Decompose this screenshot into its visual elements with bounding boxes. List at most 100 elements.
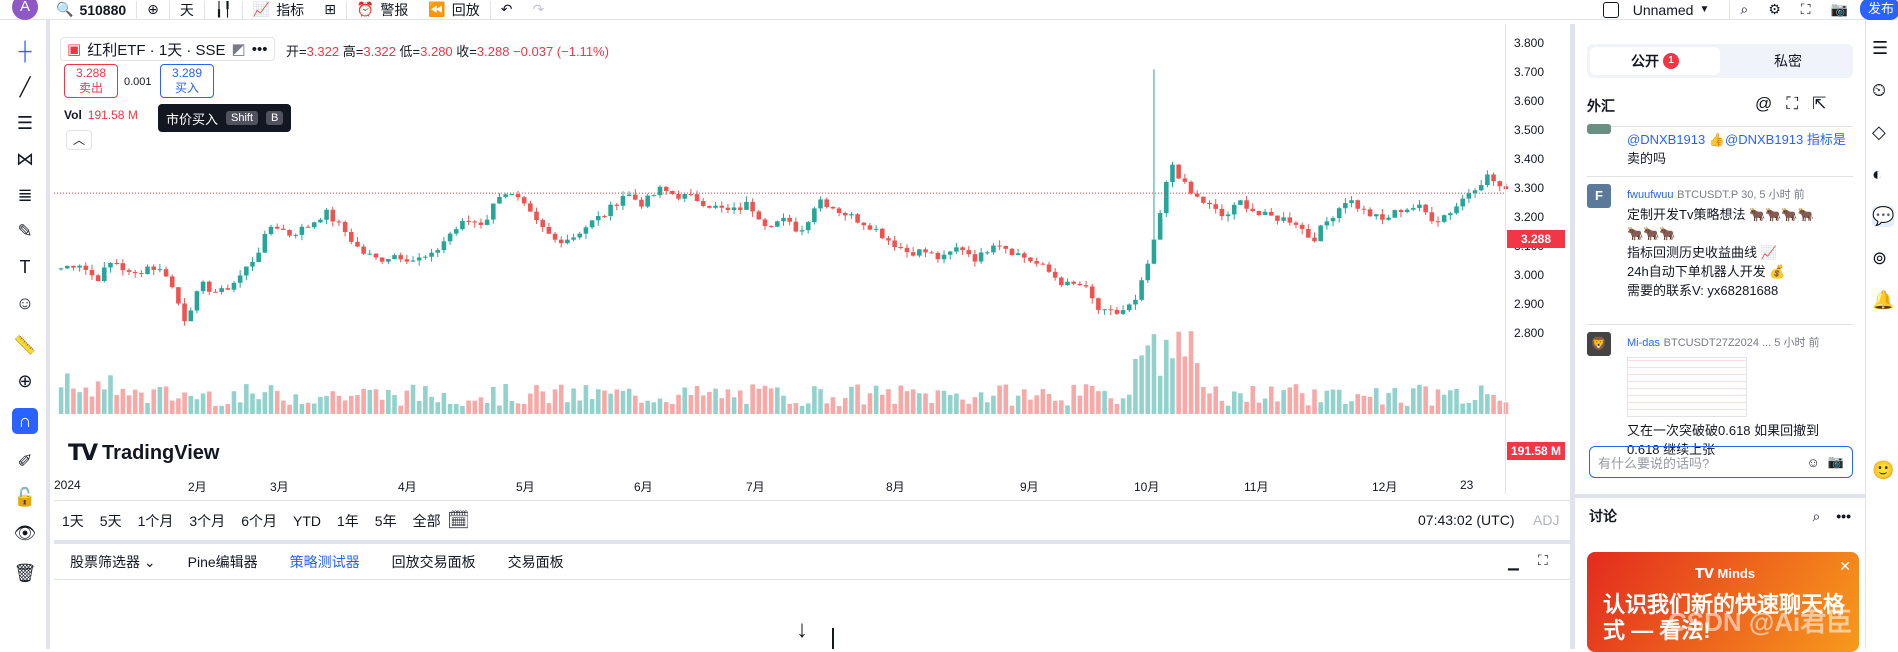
chat-message[interactable]: @DNXB1913 👍@DNXB1913 指标是 卖的吗 [1587, 124, 1853, 168]
chat-message[interactable]: F fwuufwuu BTCUSDT.P 30, 5 小时 前 定制开发Tv策略… [1587, 184, 1853, 300]
bottom-tab[interactable]: 策略测试器 [289, 553, 360, 570]
user-avatar[interactable]: A [12, 0, 38, 20]
adj-toggle[interactable]: ADJ [1533, 512, 1560, 528]
range-button[interactable]: 1个月 [137, 512, 174, 529]
watchlist-icon[interactable]: ☰ [1872, 38, 1889, 58]
fib-icon[interactable]: ≣ [17, 184, 33, 205]
tradingview-logo[interactable]: 𝗧𝗩 TradingView [68, 440, 220, 466]
bottom-tab[interactable]: 回放交易面板 [391, 553, 476, 570]
trash-icon[interactable]: 🗑 [13, 562, 37, 583]
more-icon[interactable]: ••• [1836, 508, 1851, 524]
templates-button[interactable]: ⊞ [314, 0, 346, 20]
undo-button[interactable]: ↶ [491, 0, 523, 20]
snapshot-button[interactable]: 📷 [1821, 0, 1858, 20]
lock-icon[interactable]: 🔓 [13, 486, 37, 507]
settings-button[interactable]: ⚙ [1758, 0, 1791, 20]
bottom-tab[interactable]: 股票筛选器 ⌄ [70, 553, 156, 570]
message-user[interactable]: Mi-das [1627, 337, 1661, 349]
symbol-search-button[interactable]: 🔍 510880 [46, 0, 136, 20]
right-panel-resizer[interactable] [1570, 24, 1575, 649]
pencil-lock-icon[interactable]: ✐ [17, 450, 33, 471]
candle [355, 241, 360, 247]
tab-public[interactable]: 公开 1 [1590, 47, 1720, 75]
bottom-tab[interactable]: 交易面板 [507, 553, 564, 570]
utc-clock[interactable]: 07:43:02 (UTC) [1418, 512, 1515, 528]
price-axis[interactable] [1505, 24, 1568, 494]
chat-message[interactable]: 🦁 Mi-das BTCUSDT27Z2024 ... 5 小时 前 又在一次突… [1587, 332, 1853, 459]
expand-icon[interactable]: ⛶ [1786, 94, 1799, 113]
price-chart[interactable] [54, 24, 1570, 499]
range-button[interactable]: 3个月 [189, 512, 226, 529]
volume-bar [1281, 390, 1286, 414]
volume-bar [935, 390, 941, 414]
ideas-icon[interactable]: ◇ [1872, 122, 1886, 142]
camera-icon[interactable]: 📷 [1827, 454, 1844, 469]
message-user[interactable]: fwuufwuu [1627, 189, 1674, 201]
collapse-legend-button[interactable]: ︿ [66, 130, 92, 150]
range-button[interactable]: 1天 [62, 512, 84, 529]
trendline-icon[interactable]: ╱ [19, 76, 31, 97]
chart-type-button[interactable]: ╽╿ [205, 0, 242, 20]
volume-bar [423, 386, 428, 414]
emoji-icon[interactable]: ☺ [1806, 454, 1820, 470]
chart-thumbnail[interactable] [1627, 357, 1747, 417]
symbol-legend[interactable]: ▣ 红利ETF · 1天 · SSE ◩ ••• [60, 37, 275, 61]
volume-legend[interactable]: Vol 191.58 M [64, 108, 138, 122]
publish-button[interactable]: 发布 [1860, 0, 1898, 20]
discussion-label[interactable]: 讨论 [1589, 508, 1617, 524]
magnet-icon[interactable]: ∩ [12, 408, 38, 434]
candle [237, 275, 243, 283]
zoom-in-icon[interactable]: ⊕ [17, 370, 33, 391]
chat-icon[interactable]: 💬 [1872, 206, 1895, 227]
popout-icon[interactable]: ⇱ [1812, 94, 1827, 113]
text-icon[interactable]: T [19, 256, 31, 277]
minds-promo-banner[interactable]: ✕ 𝗧𝗩 Minds 认识我们新的快速聊天格式 — 看法! [1587, 552, 1859, 652]
alerts-button[interactable]: ⏰ 警报 [347, 0, 418, 20]
chat-input[interactable]: 有什么要说的话吗? ☺ 📷 [1589, 446, 1853, 478]
hide-icon[interactable]: ◩ [231, 41, 246, 58]
room-title[interactable]: 外汇 [1587, 98, 1615, 114]
more-icon[interactable]: ••• [251, 40, 268, 58]
search-icon[interactable]: ⌕ [1812, 507, 1821, 524]
range-button[interactable]: YTD [292, 512, 321, 529]
at-icon[interactable]: @ [1755, 94, 1773, 113]
quick-search-button[interactable]: ⌕ [1730, 0, 1758, 20]
volume-bar [849, 386, 854, 414]
candle [1429, 212, 1435, 222]
brush-icon[interactable]: ✎ [17, 220, 33, 241]
range-button[interactable]: 全部 [412, 512, 441, 529]
hotlist-icon[interactable]: ⊚ [1872, 248, 1888, 268]
tab-private[interactable]: 私密 [1723, 44, 1853, 78]
fullscreen-button[interactable]: ⛶ [1791, 0, 1821, 20]
calendar-icon[interactable]: 🗓 [447, 510, 470, 530]
range-button[interactable]: 6个月 [241, 512, 277, 529]
bottom-tab[interactable]: Pine编辑器 [187, 553, 258, 570]
indicators-button[interactable]: 📈 指标 [243, 0, 314, 20]
eye-icon[interactable]: 👁 [13, 522, 37, 543]
pattern-icon[interactable]: ⋈ [16, 148, 34, 169]
profile-icon[interactable]: 🙂 [1872, 460, 1895, 480]
range-button[interactable]: 5天 [99, 512, 122, 529]
horizontal-lines-icon[interactable]: ☰ [16, 112, 34, 133]
close-icon[interactable]: ✕ [1839, 558, 1851, 574]
notifications-icon[interactable]: 🔔 [1872, 290, 1895, 310]
crosshair-icon[interactable]: ┼ [18, 40, 32, 61]
panel-resizer[interactable] [54, 540, 1570, 544]
ruler-icon[interactable]: 📏 [13, 334, 37, 355]
candle [1145, 263, 1151, 281]
volume-bar [466, 400, 471, 414]
buy-button[interactable]: 3.289 买入 [160, 64, 214, 98]
range-button[interactable]: 5年 [374, 512, 397, 529]
news-icon[interactable]: ◐ [1872, 164, 1883, 184]
alerts-clock-icon[interactable]: ⏲ [1872, 80, 1887, 100]
emoji-icon[interactable]: ☺ [15, 292, 35, 313]
layout-button[interactable]: Unnamed ▼ [1593, 0, 1720, 20]
redo-button[interactable]: ↷ [523, 0, 555, 20]
maximize-icon[interactable]: ⛶ [1538, 552, 1548, 568]
interval-button[interactable]: 天 [179, 1, 194, 18]
range-button[interactable]: 1年 [336, 512, 359, 529]
sell-button[interactable]: 3.288 卖出 [64, 64, 118, 98]
minimize-icon[interactable]: ▁ [1508, 554, 1519, 570]
compare-button[interactable]: ⊕ [137, 0, 169, 20]
replay-button[interactable]: ⏪ 回放 [418, 0, 489, 20]
